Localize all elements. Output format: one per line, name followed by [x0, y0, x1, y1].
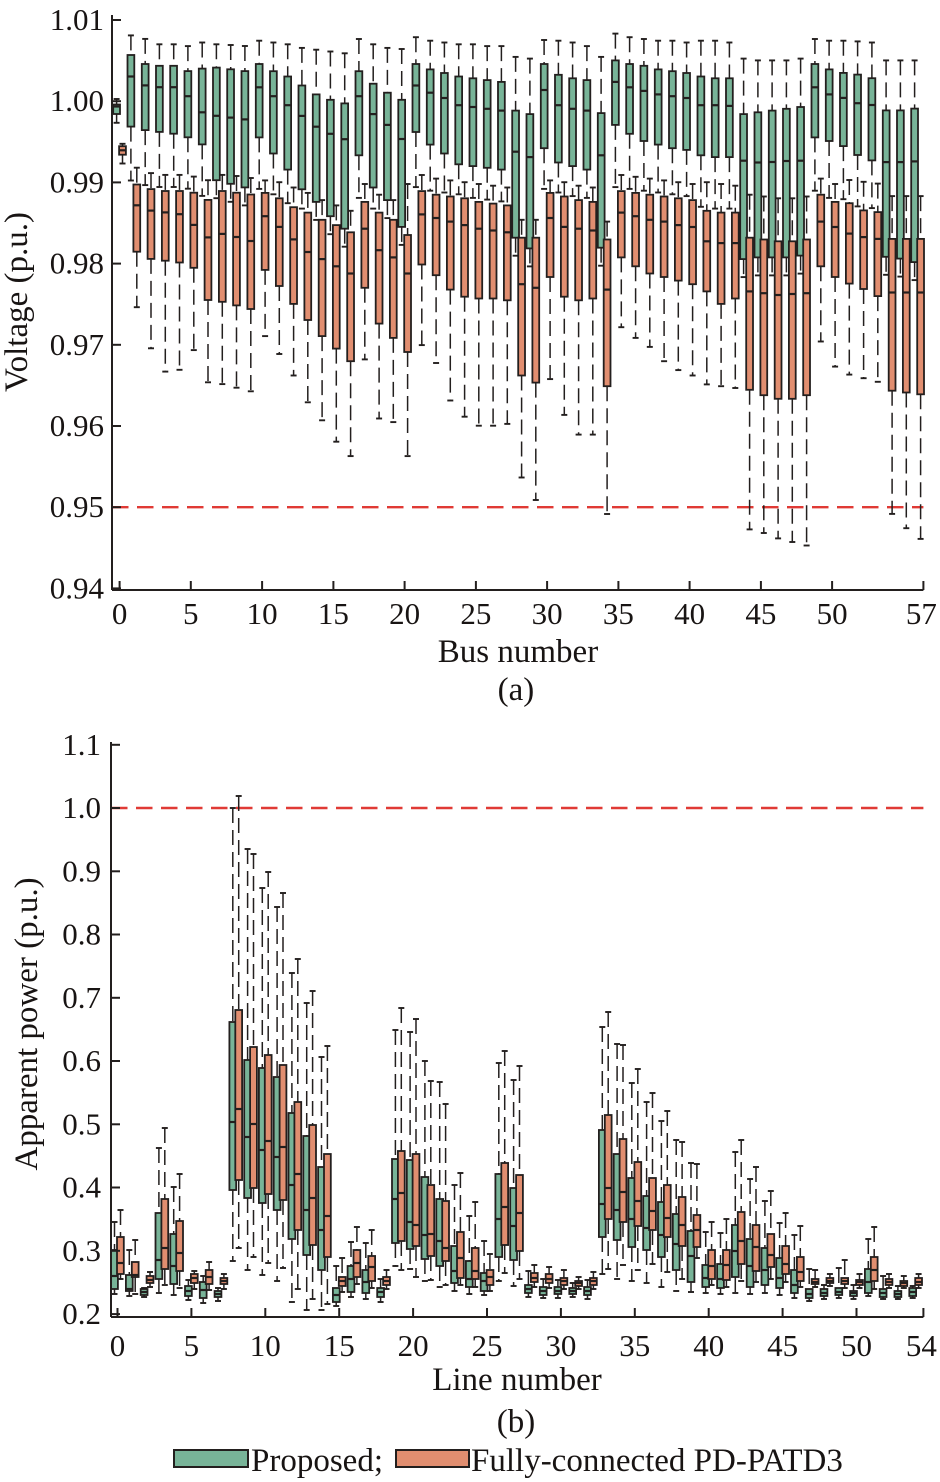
svg-text:10: 10	[250, 1328, 281, 1363]
svg-text:0: 0	[112, 596, 128, 631]
svg-text:0.97: 0.97	[50, 327, 104, 362]
svg-text:0: 0	[110, 1328, 126, 1363]
svg-text:5: 5	[183, 596, 199, 631]
svg-text:Proposed;: Proposed;	[251, 1443, 383, 1479]
svg-text:57: 57	[906, 596, 937, 631]
svg-text:5: 5	[184, 1328, 200, 1363]
svg-text:30: 30	[532, 596, 563, 631]
svg-text:1.00: 1.00	[50, 83, 104, 118]
svg-text:40: 40	[674, 596, 705, 631]
svg-text:Apparent power (p.u.): Apparent power (p.u.)	[9, 877, 45, 1170]
svg-text:10: 10	[247, 596, 278, 631]
svg-text:0.9: 0.9	[62, 853, 101, 888]
svg-text:0.4: 0.4	[62, 1170, 101, 1205]
svg-text:0.98: 0.98	[50, 246, 104, 281]
svg-text:1.0: 1.0	[62, 790, 101, 825]
svg-text:20: 20	[398, 1328, 429, 1363]
svg-text:45: 45	[745, 596, 776, 631]
svg-text:(a): (a)	[498, 672, 535, 708]
svg-text:20: 20	[389, 596, 420, 631]
svg-text:Voltage (p.u.): Voltage (p.u.)	[0, 212, 35, 392]
svg-text:45: 45	[767, 1328, 798, 1363]
svg-text:35: 35	[619, 1328, 650, 1363]
svg-text:Line number: Line number	[432, 1362, 602, 1398]
svg-text:1.1: 1.1	[62, 727, 101, 762]
svg-text:54: 54	[906, 1328, 938, 1363]
svg-text:35: 35	[603, 596, 634, 631]
svg-text:50: 50	[817, 596, 848, 631]
svg-text:0.99: 0.99	[50, 164, 104, 199]
svg-text:25: 25	[460, 596, 491, 631]
svg-text:0.8: 0.8	[62, 917, 101, 952]
svg-text:30: 30	[545, 1328, 576, 1363]
svg-text:40: 40	[693, 1328, 724, 1363]
svg-text:0.95: 0.95	[50, 489, 104, 524]
svg-text:0.3: 0.3	[62, 1233, 101, 1268]
svg-text:(b): (b)	[497, 1404, 535, 1440]
svg-text:25: 25	[472, 1328, 503, 1363]
svg-text:1.01: 1.01	[50, 2, 104, 37]
svg-text:0.7: 0.7	[62, 980, 101, 1015]
svg-text:0.5: 0.5	[62, 1106, 101, 1141]
svg-text:Bus number: Bus number	[438, 634, 598, 670]
svg-text:0.94: 0.94	[50, 570, 105, 605]
svg-text:0.2: 0.2	[62, 1296, 101, 1331]
svg-text:Fully-connected PD-PATD3: Fully-connected PD-PATD3	[471, 1443, 843, 1479]
svg-text:0.6: 0.6	[62, 1043, 101, 1078]
svg-text:50: 50	[841, 1328, 872, 1363]
svg-text:0.96: 0.96	[50, 408, 104, 443]
svg-text:15: 15	[318, 596, 349, 631]
svg-text:15: 15	[324, 1328, 355, 1363]
